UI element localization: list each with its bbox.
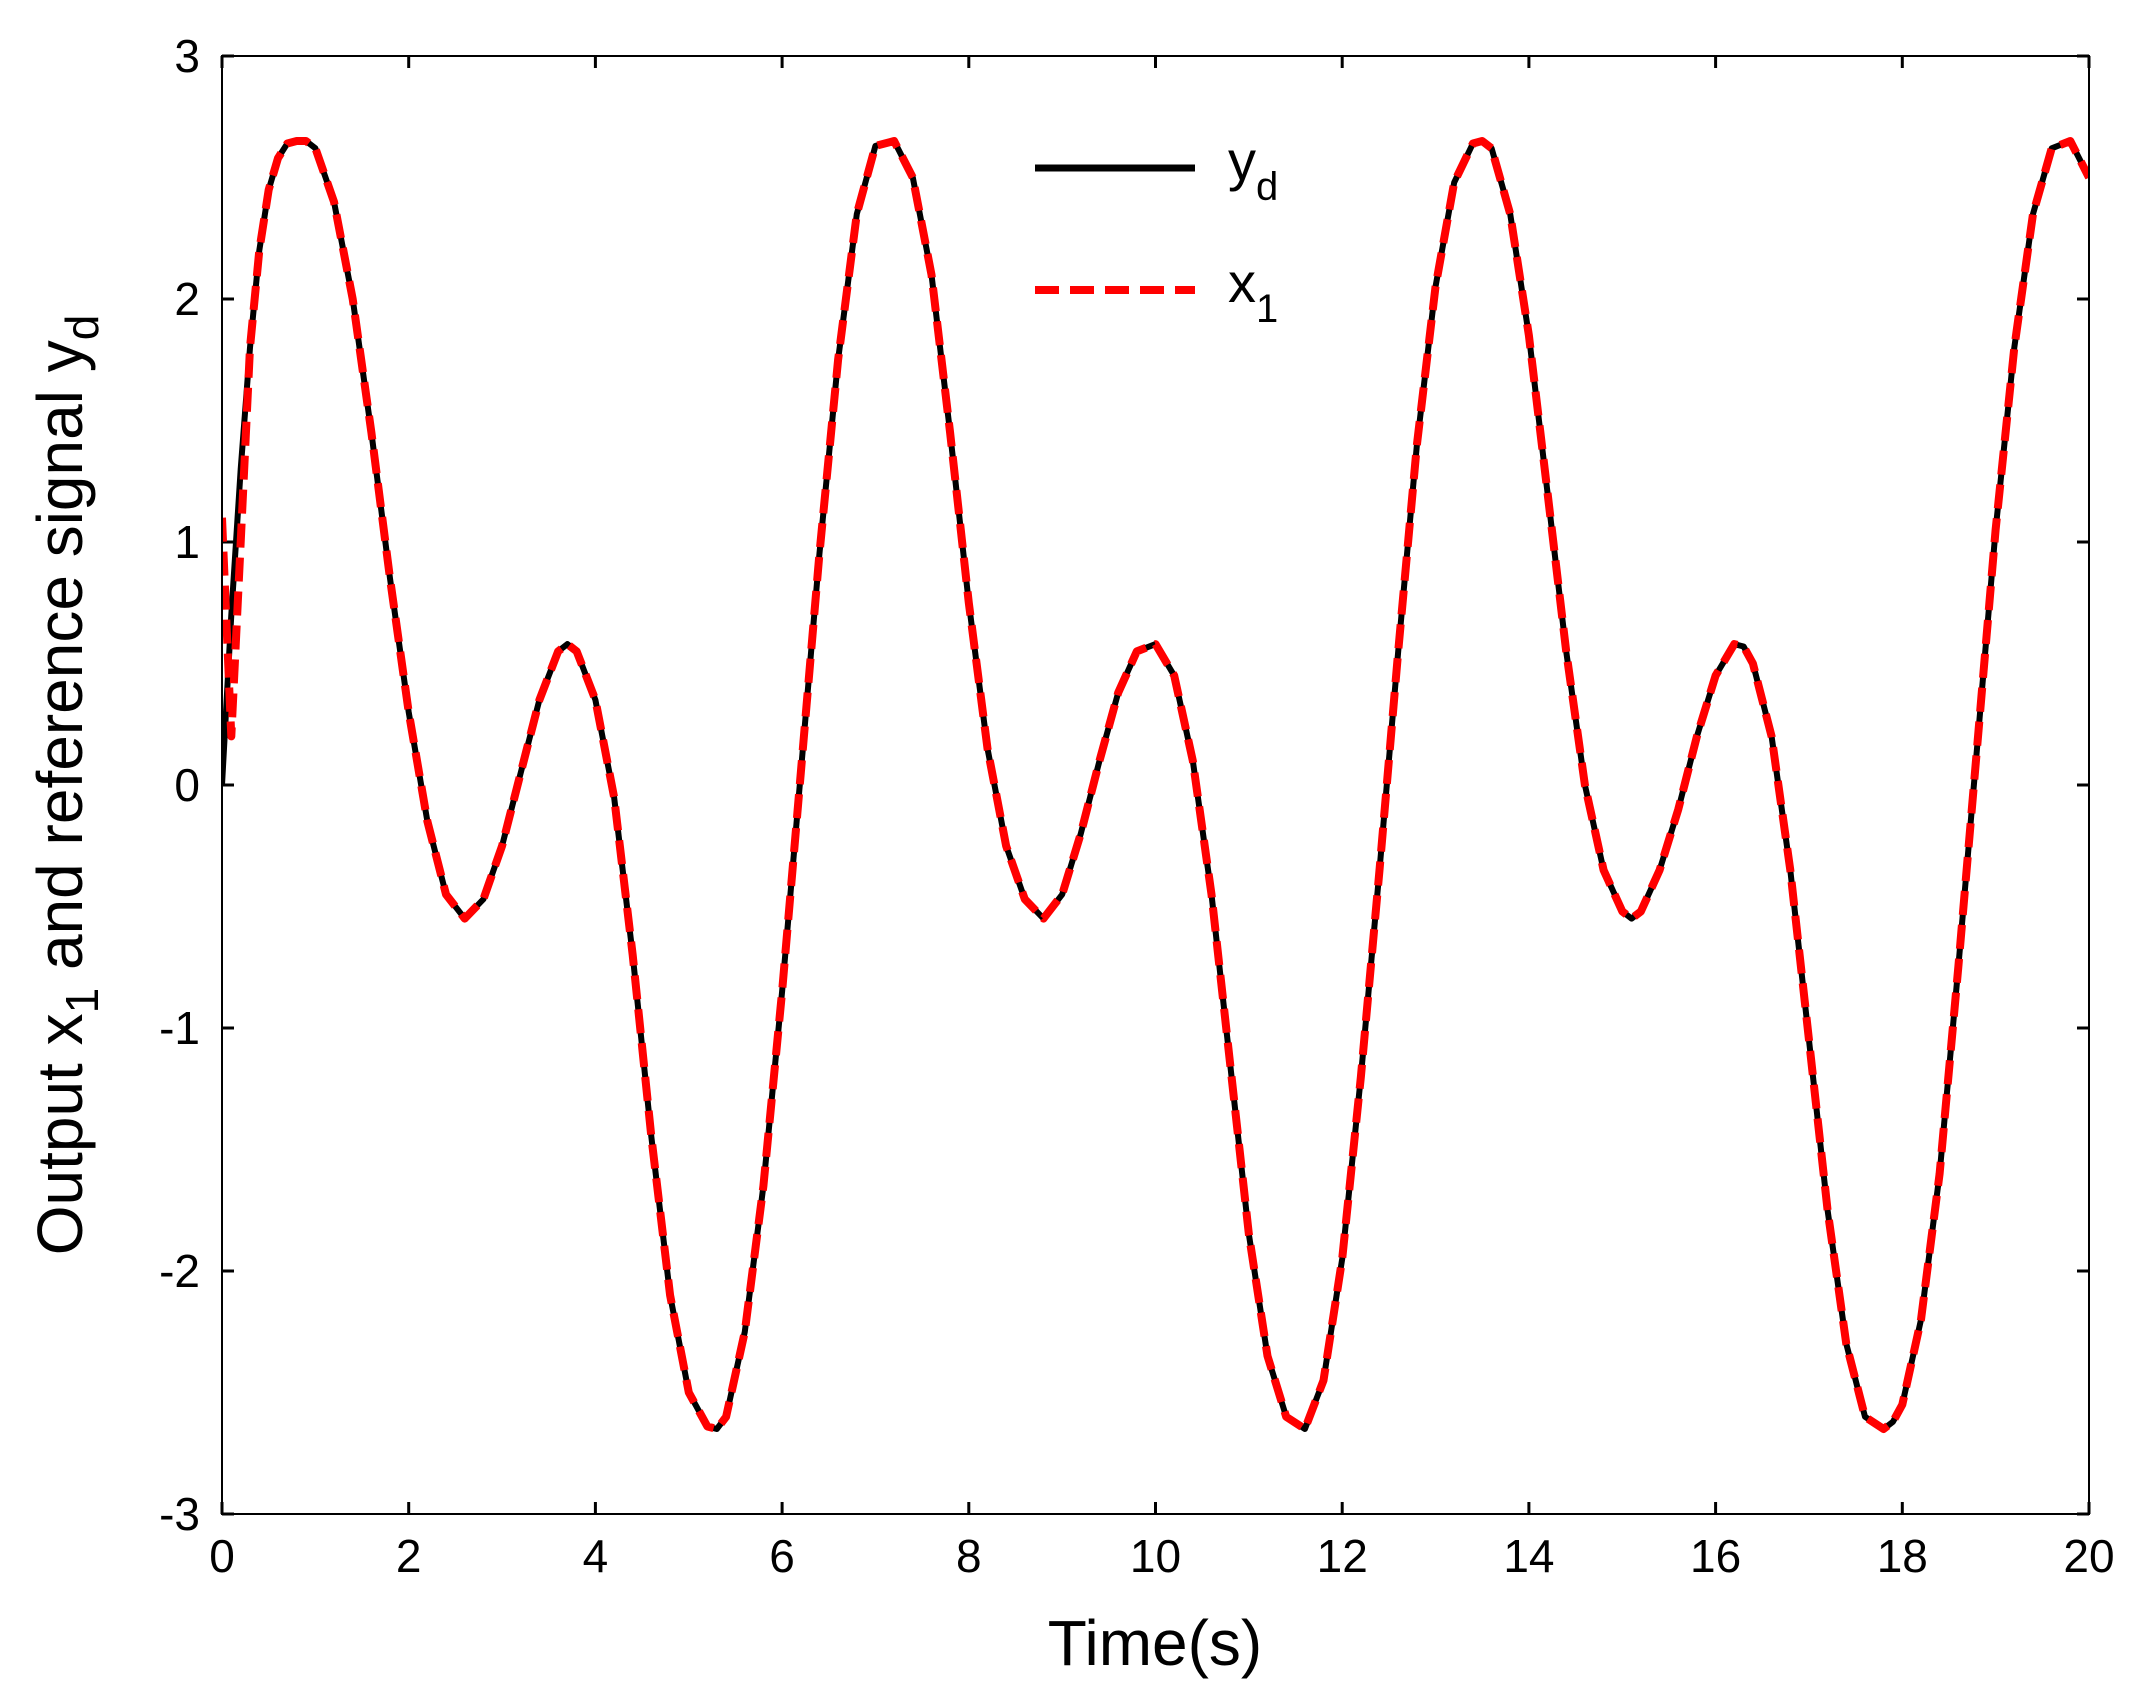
y-tick-label-3: 0: [174, 759, 200, 811]
y-tick-label-6: 3: [174, 30, 200, 82]
y-tick-label-5: 2: [174, 273, 200, 325]
x-tick-label-9: 18: [1877, 1530, 1928, 1582]
y-tick-label-0: -3: [159, 1488, 200, 1540]
legend-label-yd: yd: [1228, 129, 1278, 209]
x-tick-label-6: 12: [1317, 1530, 1368, 1582]
x-tick-label-0: 0: [209, 1530, 235, 1582]
x-tick-label-10: 20: [2063, 1530, 2114, 1582]
legend-label-x1: x1: [1228, 251, 1278, 331]
y-tick-label-4: 1: [174, 516, 200, 568]
x-tick-label-1: 2: [396, 1530, 422, 1582]
plot-frame: [221, 55, 2090, 1515]
series-line-1: [222, 137, 2089, 1433]
x-tick-label-3: 6: [769, 1530, 795, 1582]
legend: yd x1: [1035, 129, 1278, 331]
y-tick-label-2: -1: [159, 1002, 200, 1054]
x-axis-label: Time(s): [1048, 1607, 1262, 1679]
x-tick-label-8: 16: [1690, 1530, 1741, 1582]
series-layer: [222, 137, 2089, 1433]
x-tick-label-7: 14: [1503, 1530, 1554, 1582]
x-tick-label-4: 8: [956, 1530, 982, 1582]
y-axis-label: Output x1 and reference signal yd: [24, 315, 108, 1256]
y-tick-label-1: -2: [159, 1245, 200, 1297]
x-tick-label-5: 10: [1130, 1530, 1181, 1582]
x-tick-label-2: 4: [583, 1530, 609, 1582]
